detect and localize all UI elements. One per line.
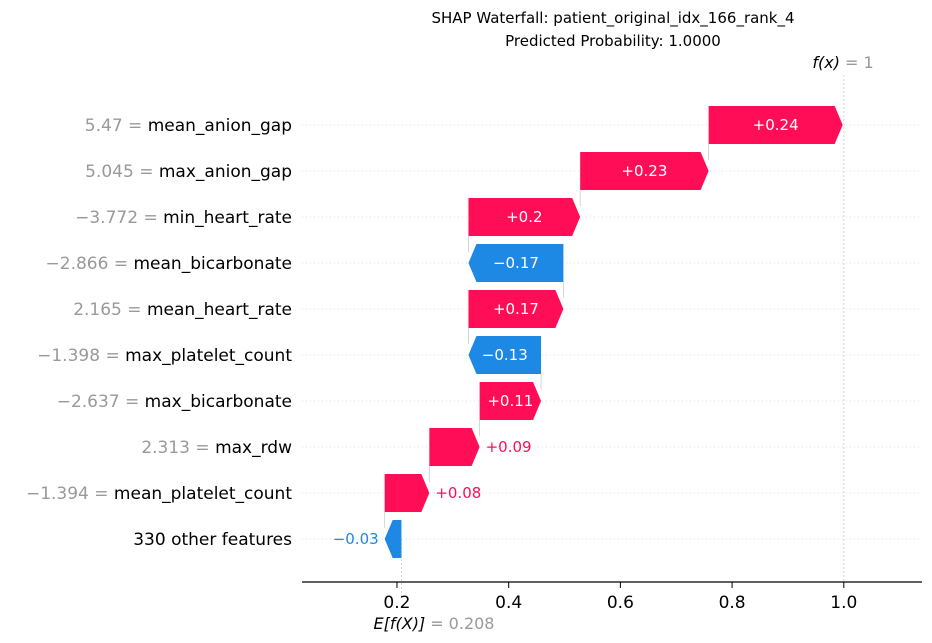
feature-name: mean_platelet_count xyxy=(114,484,292,504)
output-value: = 1 xyxy=(845,53,874,72)
feature-label: −1.394 = mean_platelet_count xyxy=(26,484,292,504)
positive-contribution-bar xyxy=(580,152,709,190)
x-tick-label: 0.2 xyxy=(383,593,410,613)
feature-label: −1.398 = max_platelet_count xyxy=(37,346,292,366)
base-value: = 0.208 xyxy=(430,614,494,633)
feature-value: −2.866 = xyxy=(46,254,134,274)
bar-value-label: +0.09 xyxy=(486,438,532,456)
feature-name: max_anion_gap xyxy=(159,162,292,182)
positive-contribution-bar xyxy=(708,106,843,144)
feature-label: 2.165 = mean_heart_rate xyxy=(73,300,292,320)
positive-contribution-bar xyxy=(384,474,430,512)
bar-value-label: +0.11 xyxy=(487,392,533,410)
output-value-label: f(x) = 1 xyxy=(812,53,873,72)
feature-value: 2.165 = xyxy=(73,300,147,320)
feature-value: 2.313 = xyxy=(141,438,215,458)
negative-contribution-bar xyxy=(468,244,564,282)
feature-name: max_platelet_count xyxy=(125,346,292,366)
feature-name: mean_anion_gap xyxy=(148,116,292,136)
feature-value: −3.772 = xyxy=(75,208,163,228)
bar-value-label: −0.03 xyxy=(333,530,379,548)
output-expr: f(x) xyxy=(812,53,840,72)
bar-value-label: +0.08 xyxy=(435,484,481,502)
feature-value: −2.637 = xyxy=(57,392,145,412)
bar-value-label: −0.13 xyxy=(482,346,528,364)
feature-label: 5.045 = max_anion_gap xyxy=(85,162,292,182)
bar-value-label: +0.23 xyxy=(621,162,667,180)
contribution-bars: +0.24 +0.23 +0.2 −0.17 +0.17 −0.13 +0.11 +0.09 +… xyxy=(333,106,843,558)
negative-contribution-bar xyxy=(468,336,542,374)
positive-contribution-bar xyxy=(468,198,581,236)
feature-label: −3.772 = min_heart_rate xyxy=(75,208,292,228)
bar-value-label: +0.24 xyxy=(753,116,799,134)
x-axis: 0.2 0.4 0.6 0.8 1.0 xyxy=(302,581,922,613)
x-tick-label: 0.8 xyxy=(719,593,746,613)
feature-name: mean_bicarbonate xyxy=(134,254,293,274)
feature-label: −2.866 = mean_bicarbonate xyxy=(46,254,292,274)
feature-label: 5.47 = mean_anion_gap xyxy=(85,116,292,136)
feature-label: 2.313 = max_rdw xyxy=(141,438,292,458)
feature-label: 330 other features xyxy=(133,530,292,550)
reference-lines xyxy=(384,75,845,598)
x-tick-label: 1.0 xyxy=(830,593,857,613)
x-tick-label: 0.6 xyxy=(607,593,634,613)
feature-labels: 5.47 = mean_anion_gap 5.045 = max_anion_g… xyxy=(26,116,292,550)
bar-value-label: +0.17 xyxy=(493,300,539,318)
positive-contribution-bar xyxy=(468,290,564,328)
chart-title: SHAP Waterfall: patient_original_idx_166… xyxy=(431,9,794,28)
feature-value: 5.47 = xyxy=(85,116,148,136)
feature-name: min_heart_rate xyxy=(163,208,292,228)
feature-name: mean_heart_rate xyxy=(147,300,292,320)
feature-name: max_rdw xyxy=(215,438,292,458)
base-expr: E[f(X)] xyxy=(374,614,426,633)
feature-value: 5.045 = xyxy=(85,162,159,182)
positive-contribution-bar xyxy=(479,382,542,420)
feature-value: −1.398 = xyxy=(37,346,125,366)
feature-name: max_bicarbonate xyxy=(145,392,292,412)
bar-value-label: −0.17 xyxy=(493,254,539,272)
feature-name: 330 other features xyxy=(133,530,292,550)
chart-subtitle: Predicted Probability: 1.0000 xyxy=(505,32,721,50)
bar-value-label: +0.2 xyxy=(506,208,542,226)
base-value-label: E[f(X)] = 0.208 xyxy=(374,614,495,633)
positive-contribution-bar xyxy=(429,428,480,466)
negative-contribution-bar xyxy=(384,520,402,558)
feature-label: −2.637 = max_bicarbonate xyxy=(57,392,292,412)
x-tick-label: 0.4 xyxy=(495,593,522,613)
feature-value: −1.394 = xyxy=(26,484,114,504)
